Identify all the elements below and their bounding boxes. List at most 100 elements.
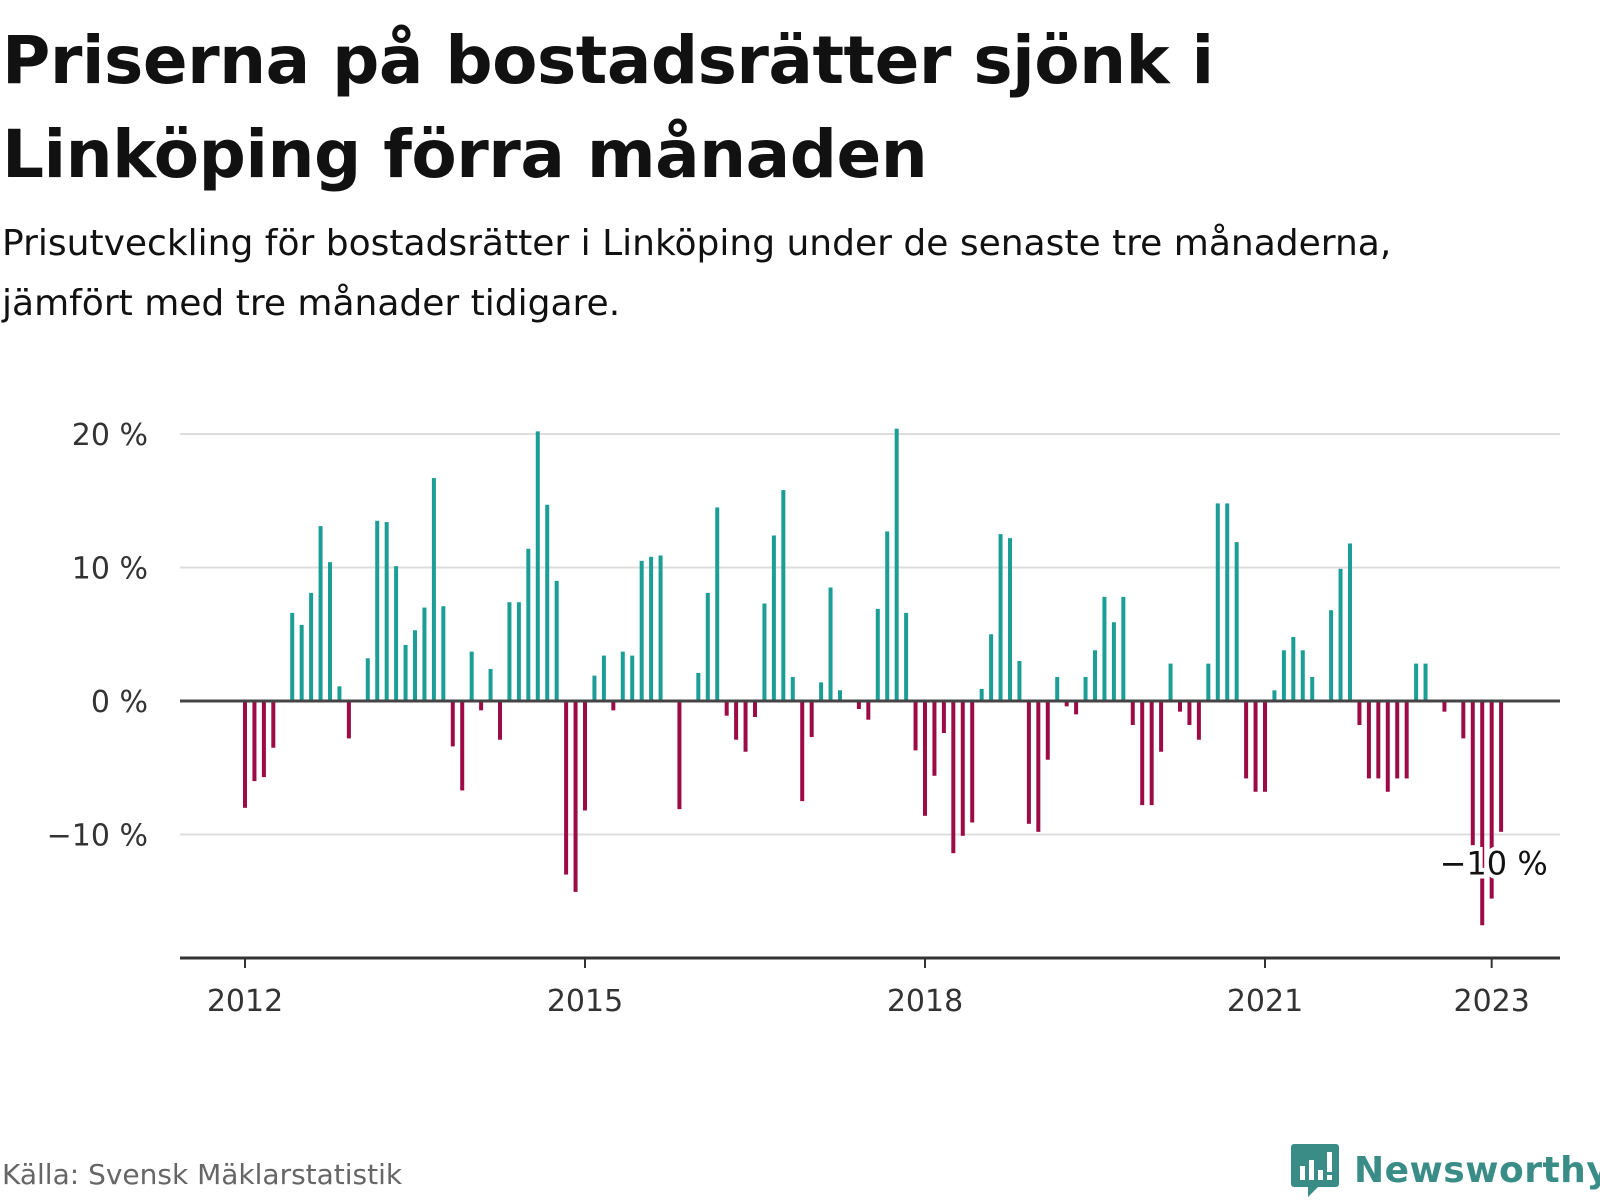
bar-2022-02: [1385, 701, 1390, 792]
bar-2015-08: [649, 556, 654, 701]
brand-name: Newsworthy: [1354, 1149, 1600, 1191]
bar-2016-11: [790, 676, 795, 701]
bar-2022-10: [1461, 701, 1466, 739]
bar-2020-12: [1253, 701, 1258, 792]
bar-2016-01: [696, 672, 701, 701]
bar-2013-04: [384, 522, 389, 701]
bar-2021-11: [1357, 701, 1362, 726]
bar-2014-09: [545, 504, 550, 701]
bar-2012-09: [318, 526, 323, 701]
y-tick-label: 10 %: [72, 552, 148, 587]
bar-2014-12: [573, 701, 578, 892]
bar-2020-01: [1149, 701, 1154, 806]
bar-2021-09: [1338, 568, 1343, 701]
bar-2015-06: [630, 655, 635, 701]
bar-2022-05: [1414, 663, 1419, 701]
bar-2016-05: [734, 701, 739, 740]
bar-2022-01: [1376, 701, 1381, 779]
bar-2015-05: [620, 651, 625, 701]
bar-2018-03: [941, 701, 946, 734]
bar-2020-06: [1196, 701, 1201, 740]
bar-2017-09: [885, 531, 890, 701]
bar-2019-07: [1093, 650, 1097, 701]
y-tick-label: 20 %: [72, 418, 148, 453]
annotation: −10 %: [1436, 841, 1552, 887]
bar-2019-10: [1121, 596, 1126, 701]
x-tick-label: 2012: [207, 984, 283, 1019]
bar-2016-03: [715, 507, 720, 701]
x-axis: 2012 2015 2018 2021 2023: [180, 956, 1560, 1019]
chart-title: Priserna på bostadsrätter sjönk i Linköp…: [2, 22, 1214, 193]
bar-2013-05: [394, 566, 399, 701]
bar-2022-08: [1442, 701, 1447, 712]
bar-2018-07: [979, 688, 984, 701]
bar-2021-05: [1300, 650, 1305, 701]
bar-2015-11: [677, 701, 682, 810]
bar-2017-04: [838, 690, 842, 701]
bar-2014-11: [564, 701, 569, 875]
bar-2018-02: [932, 701, 937, 776]
bar-2018-05: [960, 701, 965, 836]
bar-2018-08: [989, 634, 994, 701]
bar-2019-12: [1140, 701, 1145, 806]
bar-2013-10: [441, 606, 446, 701]
bar-2020-05: [1187, 701, 1192, 726]
bar-2018-11: [1017, 660, 1022, 701]
bar-2019-08: [1102, 596, 1107, 701]
grid-lines: [180, 433, 1560, 836]
bar-2015-07: [639, 560, 644, 701]
bar-2021-12: [1366, 701, 1371, 779]
bar-2012-06: [290, 612, 295, 701]
bar-2015-02: [592, 675, 597, 701]
bar-2021-08: [1329, 610, 1334, 701]
bar-2017-06: [856, 701, 861, 710]
bar-2014-07: [526, 548, 531, 701]
bar-2015-03: [601, 655, 606, 701]
bar-2015-01: [583, 701, 587, 811]
bar-2012-07: [299, 624, 304, 701]
bar-2013-09: [431, 478, 436, 701]
bar-2017-08: [875, 608, 880, 701]
bar-2016-02: [705, 592, 710, 701]
bar-2012-12: [346, 701, 351, 739]
bars: [243, 428, 1504, 926]
bar-2012-08: [309, 592, 314, 701]
x-tick-label: 2021: [1227, 984, 1303, 1019]
bar-2013-03: [375, 520, 380, 701]
bar-2022-12: [1480, 701, 1485, 926]
bar-2017-07: [866, 701, 871, 720]
bar-2018-12: [1026, 701, 1031, 824]
bar-2013-11: [450, 701, 455, 747]
bar-2012-01: [243, 701, 247, 808]
bar-2019-11: [1130, 701, 1135, 726]
bar-2017-01: [809, 701, 814, 738]
brand-logo[interactable]: Newsworthy: [1290, 1140, 1600, 1200]
bar-2016-12: [800, 701, 805, 802]
y-tick-label: 0 %: [91, 685, 148, 720]
bar-2020-09: [1225, 503, 1230, 701]
bar-2019-04: [1064, 701, 1069, 707]
bar-2012-03: [261, 701, 266, 778]
bar-2017-02: [819, 682, 824, 701]
bar-2018-10: [1008, 538, 1012, 701]
bar-2016-07: [753, 701, 757, 718]
bar-2013-12: [460, 701, 465, 791]
bar-2019-01: [1036, 701, 1041, 832]
source-note: Källa: Svensk Mäklarstatistik: [2, 1158, 403, 1191]
bar-2012-02: [252, 701, 257, 782]
bar-2018-04: [951, 701, 956, 854]
x-tick-label: 2023: [1453, 984, 1529, 1019]
bar-2022-04: [1404, 701, 1409, 779]
bar-2013-02: [365, 658, 370, 701]
bar-2014-06: [516, 602, 521, 701]
bar-2014-02: [479, 701, 484, 711]
bar-2014-01: [469, 651, 474, 701]
annotation-label: −10 %: [1440, 845, 1548, 883]
bar-2019-03: [1055, 676, 1060, 701]
bar-2019-05: [1074, 701, 1079, 715]
bar-chart: 20 % 10 % 0 % −10 % 2012 2015 2018 2021 2023 −1…: [47, 418, 1560, 1019]
bar-2022-11: [1470, 701, 1475, 846]
bar-2014-05: [507, 602, 512, 701]
bar-2020-08: [1215, 503, 1220, 701]
bar-2022-06: [1423, 663, 1428, 701]
